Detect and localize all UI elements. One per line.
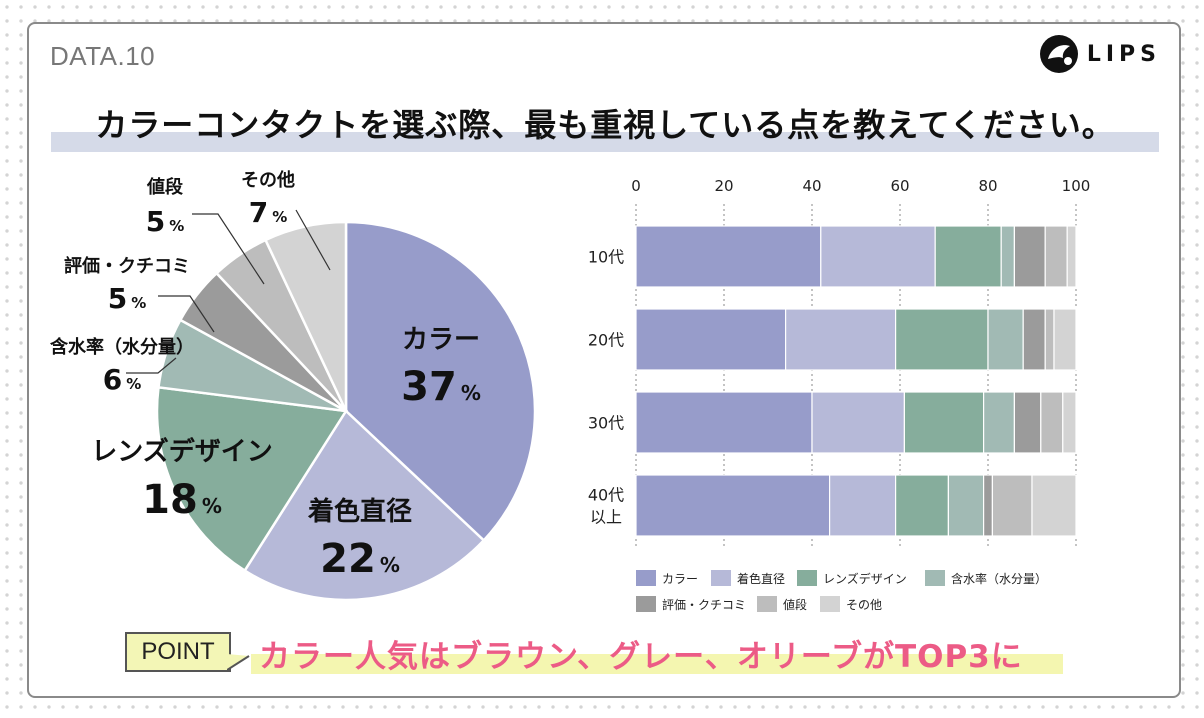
legend-label-1: 着色直径 xyxy=(737,571,785,586)
point-label: POINT xyxy=(125,632,231,672)
legend-swatch-1 xyxy=(711,570,731,586)
pie-value-4: 5% xyxy=(108,282,147,315)
pie-label-6: その他 xyxy=(241,169,295,191)
bar-segment-0-1 xyxy=(820,225,936,288)
pie-value-2: 18% xyxy=(142,477,222,523)
x-tick-2: 40 xyxy=(802,177,821,195)
pie-value-0: 37% xyxy=(401,364,481,410)
pie-leader-6 xyxy=(295,209,331,271)
pie-label-3: 含水率（水分量） xyxy=(50,336,194,358)
bar-category-label-2: 30代 xyxy=(588,414,624,433)
pie-label-4: 評価・クチコミ xyxy=(64,255,190,277)
pie-leader-3 xyxy=(126,357,177,374)
bar-segment-2-1 xyxy=(811,391,906,454)
point-highlight xyxy=(251,654,1063,674)
x-tick-3: 60 xyxy=(890,177,909,195)
pie-label-1: 着色直径 xyxy=(307,496,412,527)
bar-segment-1-2 xyxy=(894,308,989,371)
question-highlight-bar xyxy=(51,132,1159,152)
bar-segment-1-1 xyxy=(784,308,897,371)
pie-slice-0 xyxy=(344,220,537,543)
bar-category-label-1: 20代 xyxy=(588,331,624,350)
point-tail-icon xyxy=(227,654,250,671)
bar-segment-0-0 xyxy=(635,225,822,288)
pie-value-5: 5% xyxy=(146,205,185,238)
bar-category-label-0: 10代 xyxy=(588,248,624,267)
bar-segment-0-3 xyxy=(1000,225,1016,288)
x-tick-4: 80 xyxy=(978,177,997,195)
bar-category-label-3: 40代以上 xyxy=(588,486,624,527)
lips-logo: LIPS xyxy=(1039,34,1161,74)
bar-segment-2-3 xyxy=(982,391,1015,454)
bar-segment-3-0 xyxy=(635,474,831,537)
pie-label-2: レンズデザイン xyxy=(91,436,272,467)
legend-swatch-0 xyxy=(636,570,656,586)
legend-swatch-4 xyxy=(636,596,656,612)
legend-swatch-3 xyxy=(925,570,945,586)
legend-swatch-2 xyxy=(797,570,817,586)
legend-label-4: 評価・クチコミ xyxy=(662,597,746,612)
legend-swatch-5 xyxy=(757,596,777,612)
x-tick-1: 20 xyxy=(714,177,733,195)
bar-segment-3-3 xyxy=(947,474,985,537)
x-tick-0: 0 xyxy=(631,177,641,195)
legend-label-2: レンズデザイン xyxy=(823,571,907,586)
bar-segment-1-0 xyxy=(635,308,787,371)
bar-segment-0-6 xyxy=(1066,225,1077,288)
bar-segment-1-5 xyxy=(1044,308,1055,371)
lips-logo-icon xyxy=(1039,35,1078,73)
question-title: カラーコンタクトを選ぶ際、最も重視している点を教えてください。 xyxy=(95,106,1115,144)
bar-segment-0-5 xyxy=(1044,225,1068,288)
bar-segment-2-4 xyxy=(1013,391,1042,454)
legend-label-6: その他 xyxy=(846,598,882,612)
bar-segment-3-1 xyxy=(828,474,897,537)
legend-swatch-6 xyxy=(820,596,840,612)
bar-segment-3-2 xyxy=(894,474,949,537)
pie-leader-4 xyxy=(158,295,215,333)
pie-label-0: カラー xyxy=(402,325,480,355)
bar-segment-1-6 xyxy=(1053,308,1077,371)
legend-label-0: カラー xyxy=(662,572,698,586)
pie-value-3: 6% xyxy=(103,363,142,396)
bar-segment-1-3 xyxy=(987,308,1024,371)
bar-segment-1-4 xyxy=(1022,308,1046,371)
bar-segment-2-5 xyxy=(1040,391,1064,454)
pie-value-1: 22% xyxy=(320,536,400,582)
x-tick-5: 100 xyxy=(1062,177,1091,195)
pie-value-6: 7% xyxy=(249,196,288,229)
logo-text: LIPS xyxy=(1086,41,1161,67)
pie-slice-2 xyxy=(155,385,349,573)
legend-label-3: 含水率（水分量） xyxy=(951,571,1047,586)
data-label: DATA.10 xyxy=(50,41,156,71)
bar-segment-2-2 xyxy=(903,391,985,454)
bar-segment-3-6 xyxy=(1031,474,1077,537)
pie-leader-5 xyxy=(192,213,265,285)
bar-segment-3-4 xyxy=(982,474,993,537)
legend-label-5: 値段 xyxy=(783,597,807,612)
point-text: カラー人気はブラウン、グレー、オリーブがTOP3に xyxy=(259,639,1023,675)
bar-segment-2-0 xyxy=(635,391,813,454)
bar-segment-3-5 xyxy=(991,474,1033,537)
pie-label-5: 値段 xyxy=(146,176,184,198)
bar-segment-0-4 xyxy=(1013,225,1046,288)
pie-slice-1 xyxy=(243,409,486,602)
bar-segment-0-2 xyxy=(934,225,1002,288)
bar-segment-2-6 xyxy=(1062,391,1077,454)
